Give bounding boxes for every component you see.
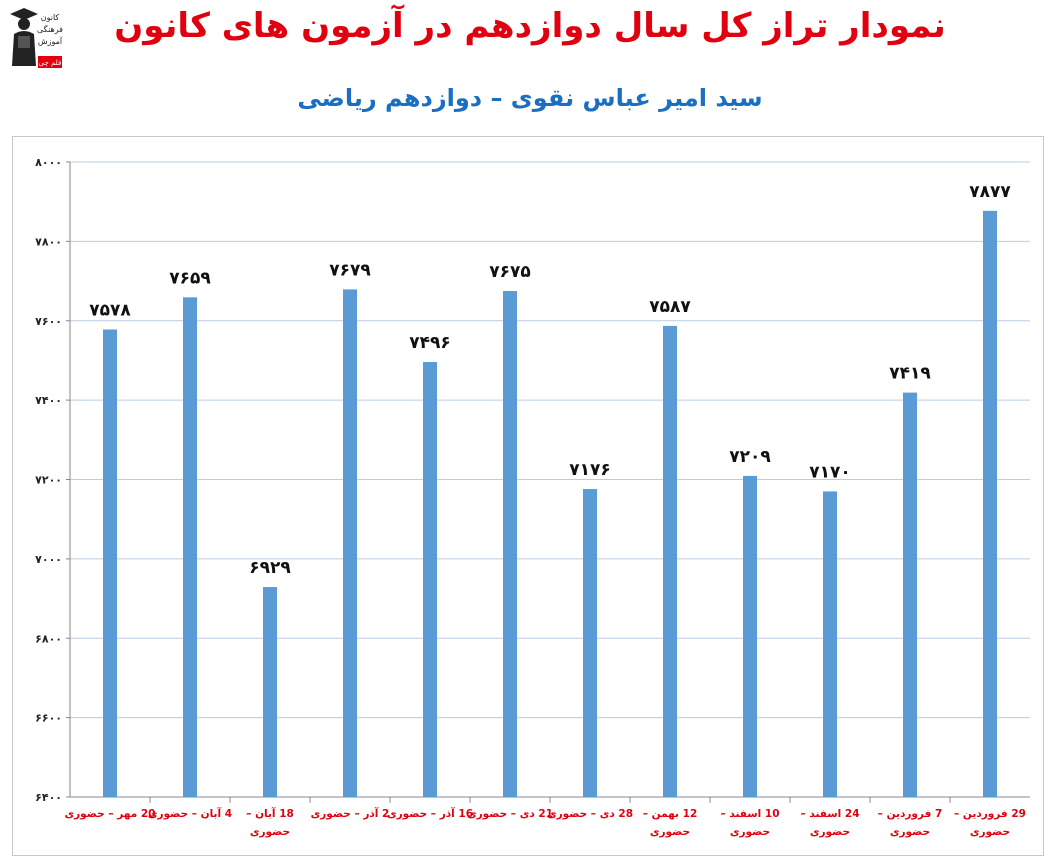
logo-text-2: فرهنگی <box>37 24 63 34</box>
x-tick-label: 28 دی – حضوری <box>547 808 633 820</box>
x-tick-label: حضوری <box>970 826 1010 838</box>
data-label: ۷۶۷۹ <box>329 260 371 280</box>
x-tick-label: 12 بهمن – <box>643 808 698 820</box>
x-tick-label: 21 دی – حضوری <box>467 808 553 820</box>
x-tick-label: حضوری <box>250 826 290 838</box>
data-label: ۷۱۷۶ <box>569 460 611 480</box>
y-tick-label: ۶۴۰۰ <box>35 791 62 804</box>
y-tick-label: ۷۶۰۰ <box>35 315 62 328</box>
data-label: ۷۴۹۶ <box>409 333 451 353</box>
y-tick-label: ۷۴۰۰ <box>35 394 62 407</box>
bar <box>503 290 517 797</box>
logo-text-3: آموزش <box>38 36 63 46</box>
data-label: ۶۹۲۹ <box>249 558 291 578</box>
bar <box>423 362 437 797</box>
data-label: ۷۵۷۸ <box>89 300 131 320</box>
bar <box>343 289 357 797</box>
bar <box>263 587 277 797</box>
bar <box>183 297 197 797</box>
y-tick-label: ۷۸۰۰ <box>35 235 62 248</box>
data-label: ۷۶۷۵ <box>489 262 531 282</box>
y-tick-label: ۶۶۰۰ <box>35 712 62 725</box>
x-tick-label: 29 فروردین – <box>954 808 1026 820</box>
x-tick-label: 10 اسفند – <box>720 808 779 820</box>
grid-lines <box>70 161 1030 798</box>
bar <box>103 329 117 797</box>
bars <box>103 210 997 798</box>
x-tick-label: 24 اسفند – <box>800 808 859 820</box>
x-tick-label: حضوری <box>890 826 930 838</box>
data-label: ۷۶۵۹ <box>169 268 211 288</box>
page-subtitle: سید امیر عباس نقوی – دوازدهم ریاضی <box>297 84 763 112</box>
graduate-icon: کانون فرهنگی آموزش قلم چی <box>4 4 64 72</box>
bar <box>583 489 597 797</box>
data-labels: ۷۵۷۸ ۷۶۵۹ ۶۹۲۹ ۷۶۷۹ ۷۴۹۶ ۷۶۷۵ ۷۱۷۶ ۷۵۸۷ ۷۲۰۹ ۷۱۷۰… <box>89 182 1011 578</box>
chart-frame <box>12 136 1044 856</box>
bar <box>903 392 917 797</box>
y-tick-label: ۸۰۰۰ <box>35 156 62 169</box>
bar <box>663 325 677 797</box>
y-tick-label: ۷۰۰۰ <box>35 553 62 566</box>
x-tick-label: 16 آذر – حضوری <box>387 807 473 820</box>
bar <box>983 210 997 798</box>
logo: کانون فرهنگی آموزش قلم چی <box>4 4 64 72</box>
x-tick-label: 18 آبان – <box>246 807 294 820</box>
data-label: ۷۸۷۷ <box>969 182 1011 202</box>
page-title: نمودار تراز کل سال دوازدهم در آزمون های … <box>114 6 946 46</box>
x-tick-label: 4 آبان – حضوری <box>148 807 232 820</box>
y-axis: ۶۴۰۰ ۶۶۰۰ ۶۸۰۰ ۷۰۰۰ ۷۲۰۰ ۷۴۰۰ ۷۶۰۰ ۷۸۰۰ ۸۰۰۰ <box>35 156 1030 804</box>
logo-text-4: قلم چی <box>39 59 62 67</box>
x-tick-label: حضوری <box>810 826 850 838</box>
data-label: ۷۲۰۹ <box>729 447 771 467</box>
data-label: ۷۴۱۹ <box>889 364 931 384</box>
x-tick-label: حضوری <box>730 826 770 838</box>
data-label: ۷۵۸۷ <box>649 297 691 317</box>
y-tick-label: ۶۸۰۰ <box>35 632 62 645</box>
logo-text-1: کانون <box>41 13 60 22</box>
bar <box>743 475 757 797</box>
x-tick-label: 7 فروردین – <box>878 808 943 820</box>
x-tick-label: 2 آذر – حضوری <box>311 807 390 820</box>
data-label: ۷۱۷۰ <box>809 462 851 482</box>
bar <box>823 491 837 797</box>
y-tick-label: ۷۲۰۰ <box>35 474 62 487</box>
x-tick-label: 20 مهر – حضوری <box>65 808 156 820</box>
x-tick-label: حضوری <box>650 826 690 838</box>
